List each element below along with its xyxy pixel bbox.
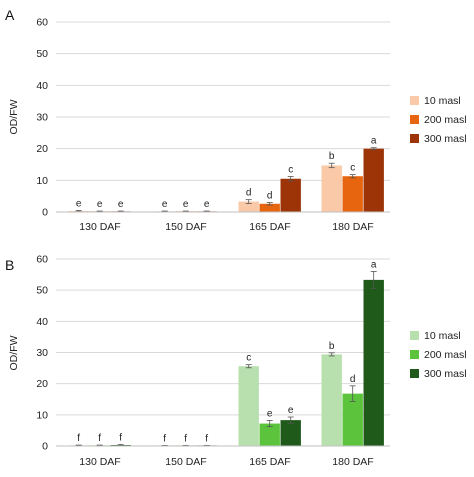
bar bbox=[259, 203, 280, 212]
significance-label: f bbox=[98, 433, 101, 444]
legend-entry: 300 masl bbox=[424, 368, 467, 380]
bar bbox=[321, 165, 342, 212]
bar bbox=[238, 201, 259, 212]
y-tick-label: 10 bbox=[36, 175, 48, 187]
significance-label: d bbox=[267, 191, 273, 202]
legend-entry: 10 masl bbox=[424, 95, 461, 107]
bar bbox=[363, 279, 384, 446]
significance-label: f bbox=[77, 433, 80, 444]
significance-label: a bbox=[371, 136, 377, 147]
y-tick-label: 60 bbox=[36, 254, 48, 266]
x-category-label: 165 DAF bbox=[249, 456, 290, 468]
y-tick-label: 50 bbox=[36, 48, 48, 60]
significance-label: c bbox=[288, 165, 293, 176]
legend-entry: 10 masl bbox=[424, 330, 461, 342]
y-axis-label: OD/FW bbox=[8, 335, 20, 370]
legend-swatch bbox=[410, 115, 419, 124]
y-tick-label: 20 bbox=[36, 143, 48, 155]
chart-panel-a: A 0 10 20 30 40 50 60 OD/FW 130 DAF 150 DAF 165 DAF… bbox=[5, 7, 467, 233]
significance-label: e bbox=[97, 199, 103, 210]
y-tick-label: 50 bbox=[36, 285, 48, 297]
significance-label: a bbox=[371, 259, 377, 270]
legend-swatch bbox=[410, 134, 419, 143]
bar bbox=[342, 393, 363, 446]
significance-label: c bbox=[350, 163, 355, 174]
y-tick-label: 0 bbox=[42, 441, 48, 453]
legend-entry: 200 masl bbox=[424, 114, 467, 126]
y-tick-label: 60 bbox=[36, 17, 48, 29]
x-category-label: 165 DAF bbox=[249, 221, 290, 233]
legend-swatch bbox=[410, 369, 419, 378]
legend-swatch bbox=[410, 96, 419, 105]
x-category-label: 150 DAF bbox=[165, 456, 206, 468]
x-category-label: 130 DAF bbox=[79, 221, 120, 233]
bar bbox=[342, 176, 363, 212]
y-tick-label: 0 bbox=[42, 207, 48, 219]
legend-entry: 300 masl bbox=[424, 133, 467, 145]
legend-swatch bbox=[410, 331, 419, 340]
legend-entry: 200 masl bbox=[424, 349, 467, 361]
x-category-label: 130 DAF bbox=[79, 456, 120, 468]
y-axis-label: OD/FW bbox=[8, 99, 20, 134]
bar bbox=[280, 178, 301, 212]
significance-label: f bbox=[184, 433, 187, 444]
significance-label: f bbox=[119, 432, 122, 443]
panel-label: A bbox=[5, 7, 15, 23]
significance-label: e bbox=[288, 405, 294, 416]
significance-label: e bbox=[162, 199, 168, 210]
significance-label: d bbox=[246, 188, 252, 199]
y-tick-label: 30 bbox=[36, 347, 48, 359]
bar bbox=[238, 366, 259, 446]
significance-label: e bbox=[76, 198, 82, 209]
bar bbox=[280, 420, 301, 446]
significance-label: e bbox=[204, 199, 210, 210]
significance-label: e bbox=[183, 199, 189, 210]
significance-label: e bbox=[118, 199, 124, 210]
significance-label: b bbox=[329, 341, 335, 352]
x-category-label: 150 DAF bbox=[165, 221, 206, 233]
significance-label: f bbox=[163, 433, 166, 444]
chart-panel-b: B 0 10 20 30 40 50 60 OD/FW 130 DAF 150 DAF 165 DAF… bbox=[5, 254, 467, 469]
significance-label: e bbox=[267, 408, 273, 419]
bar bbox=[259, 423, 280, 446]
x-category-label: 180 DAF bbox=[332, 456, 373, 468]
y-tick-label: 20 bbox=[36, 378, 48, 390]
y-tick-label: 40 bbox=[36, 80, 48, 92]
bar bbox=[363, 148, 384, 212]
y-tick-label: 30 bbox=[36, 112, 48, 124]
significance-label: d bbox=[350, 374, 356, 385]
panel-label: B bbox=[5, 257, 14, 273]
y-tick-label: 10 bbox=[36, 409, 48, 421]
significance-label: c bbox=[246, 353, 251, 364]
y-tick-label: 40 bbox=[36, 316, 48, 328]
significance-label: f bbox=[205, 433, 208, 444]
bar bbox=[321, 354, 342, 446]
legend-swatch bbox=[410, 350, 419, 359]
significance-label: b bbox=[329, 151, 335, 162]
x-category-label: 180 DAF bbox=[332, 221, 373, 233]
